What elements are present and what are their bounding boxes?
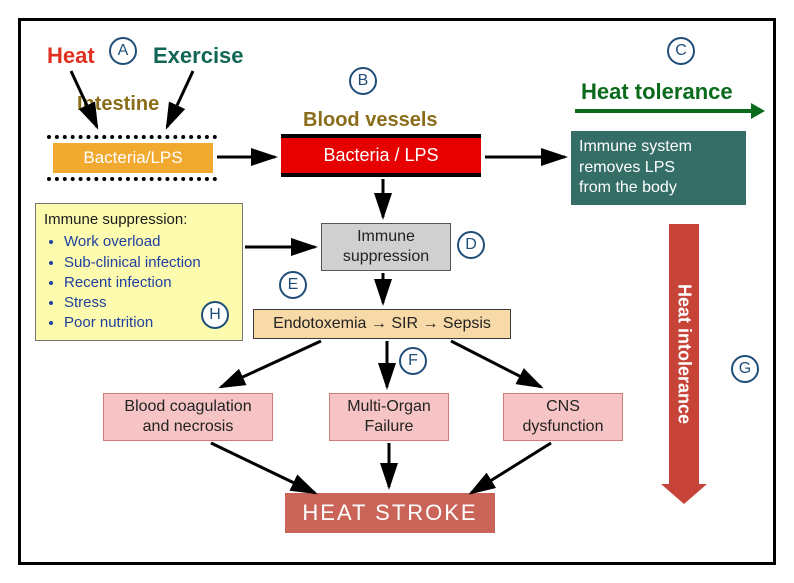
immune-removes-box: Immune system removes LPS from the body <box>571 131 746 205</box>
intestine-border-top <box>47 135 217 139</box>
immune-suppression-box: Immune suppression <box>321 223 451 271</box>
circle-b: B <box>349 67 377 95</box>
blood-lps-box: Bacteria / LPS <box>281 138 481 173</box>
circle-g: G <box>731 355 759 383</box>
list-item: Work overload <box>64 232 234 252</box>
blood-vessels-label: Blood vessels <box>303 109 438 132</box>
tolerance-arrow-line <box>575 109 751 113</box>
intestine-label: Intestine <box>77 93 159 116</box>
circle-h: H <box>201 301 229 329</box>
intolerance-arrow-body: Heat intolerance <box>669 224 699 484</box>
circle-d: D <box>457 231 485 259</box>
endotoxemia-box: Endotoxemia → SIR → Sepsis <box>253 309 511 339</box>
circle-a: A <box>109 37 137 65</box>
list-item: Sub-clinical infection <box>64 253 234 273</box>
circle-c: C <box>667 37 695 65</box>
exercise-label: Exercise <box>153 43 244 69</box>
tolerance-arrow-head <box>751 103 765 119</box>
blood-bar-bot <box>281 173 481 177</box>
diagram-frame: Heat Exercise Intestine Blood vessels He… <box>18 18 776 565</box>
intestine-border-bot <box>47 177 217 181</box>
heat-label: Heat <box>47 43 95 69</box>
heat-intolerance-label: Heat intolerance <box>674 284 695 424</box>
cns-box: CNS dysfunction <box>503 393 623 441</box>
intestine-lps-box: Bacteria/LPS <box>53 143 213 173</box>
immune-list-title: Immune suppression: <box>44 210 234 230</box>
list-item: Recent infection <box>64 273 234 293</box>
circle-e: E <box>279 271 307 299</box>
heat-tolerance-label: Heat tolerance <box>581 79 733 105</box>
heatstroke-box: HEAT STROKE <box>285 493 495 533</box>
intolerance-arrow-head <box>661 484 707 504</box>
multiorgan-box: Multi-Organ Failure <box>329 393 449 441</box>
coagulation-box: Blood coagulation and necrosis <box>103 393 273 441</box>
circle-f: F <box>399 347 427 375</box>
